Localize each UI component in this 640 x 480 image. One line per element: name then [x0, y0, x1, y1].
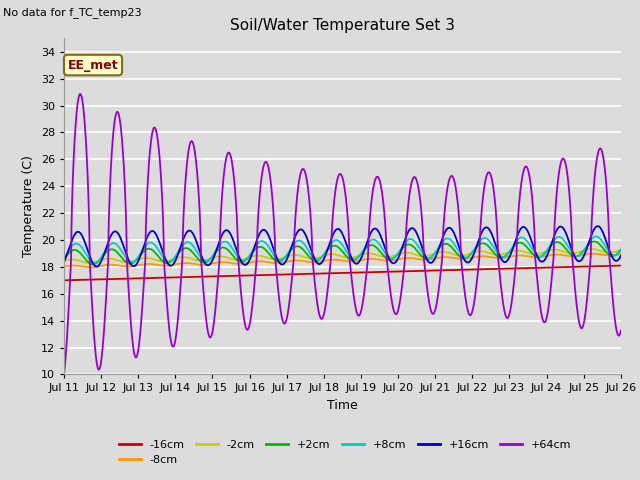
X-axis label: Time: Time	[327, 399, 358, 412]
Y-axis label: Temperature (C): Temperature (C)	[22, 156, 35, 257]
Text: No data for f_TC_temp23: No data for f_TC_temp23	[3, 7, 142, 18]
Title: Soil/Water Temperature Set 3: Soil/Water Temperature Set 3	[230, 18, 455, 33]
Text: EE_met: EE_met	[68, 59, 118, 72]
Legend: -16cm, -8cm, -2cm, +2cm, +8cm, +16cm, +64cm: -16cm, -8cm, -2cm, +2cm, +8cm, +16cm, +6…	[114, 435, 576, 469]
